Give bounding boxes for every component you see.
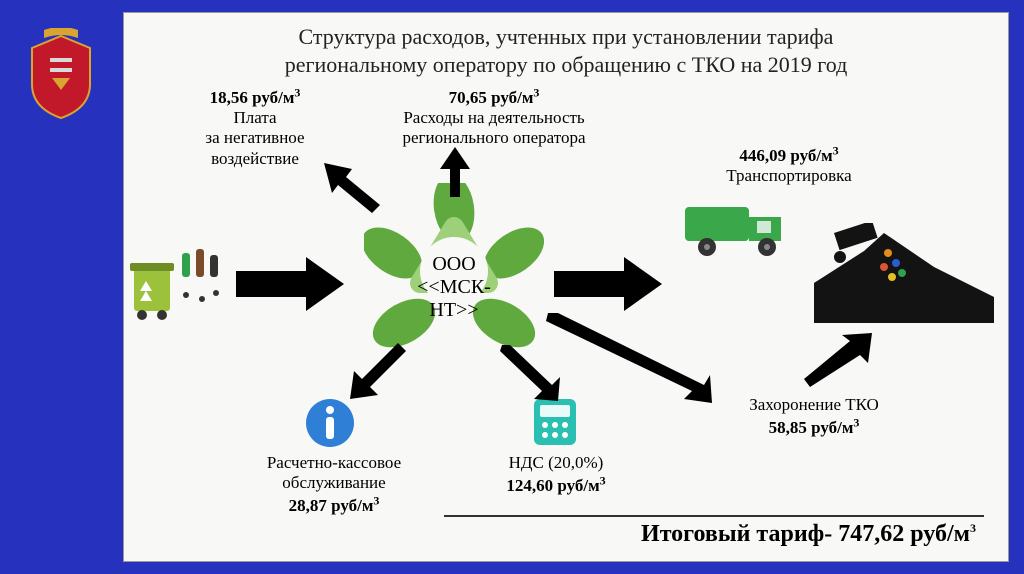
item-vat: НДС (20,0%) 124,60 руб/м3 <box>476 453 636 496</box>
footer-divider <box>444 515 984 517</box>
item-transport: 446,09 руб/м3 Транспортировка <box>684 143 894 186</box>
waste-bin-icon <box>124 245 234 325</box>
footer-total: Итоговый тариф- 747,62 руб/м3 <box>444 521 984 548</box>
item-negative-impact: 18,56 руб/м3 Плата за негативное воздейс… <box>160 85 350 169</box>
info-icon <box>304 397 356 449</box>
arrow-burial-to-landfill <box>804 333 874 393</box>
item-burial: Захоронение ТКО 58,85 руб/м3 <box>714 395 914 438</box>
title-line-2: региональному оператору по обращению с Т… <box>285 52 848 77</box>
arrow-center-to-transport <box>554 257 664 311</box>
region-emblem <box>22 28 100 120</box>
arrow-to-operator <box>440 147 470 197</box>
title-line-1: Структура расходов, учтенных при установ… <box>299 24 834 49</box>
calculator-icon <box>532 397 578 447</box>
page-title: Структура расходов, учтенных при установ… <box>124 13 1008 84</box>
arrow-bin-to-center <box>236 257 346 311</box>
center-org-label: ООО <<МСК-НТ>> <box>394 253 514 322</box>
landfill-icon <box>814 223 994 333</box>
arrow-to-negative <box>324 163 384 213</box>
truck-icon <box>679 193 799 263</box>
main-card: Структура расходов, учтенных при установ… <box>123 12 1009 562</box>
item-rko: Расчетно-кассовое обслуживание 28,87 руб… <box>234 453 434 517</box>
item-operator: 70,65 руб/м3 Расходы на деятельность рег… <box>374 85 614 149</box>
arrow-to-burial <box>544 313 714 403</box>
arrow-to-rko <box>346 343 406 399</box>
